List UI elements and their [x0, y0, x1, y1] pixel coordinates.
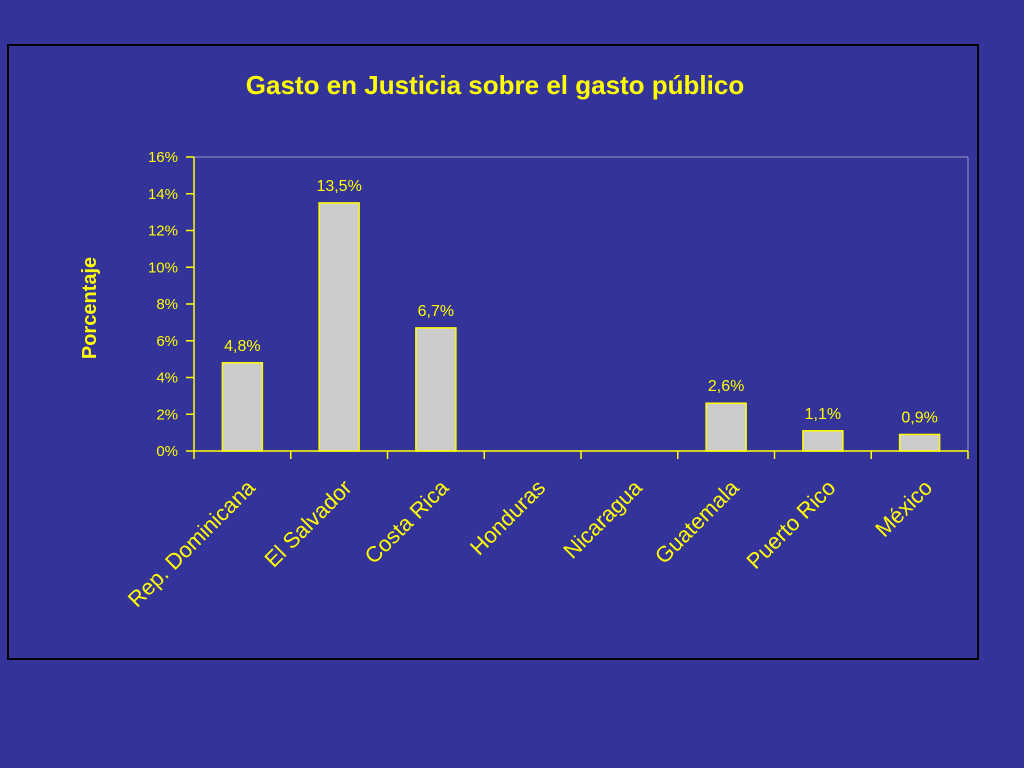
category-label: Costa Rica: [360, 474, 454, 568]
bars: [221, 202, 941, 452]
bar: [318, 202, 360, 452]
y-tick-label: 4%: [156, 370, 178, 387]
y-tick-label: 16%: [148, 149, 178, 166]
category-label: El Salvador: [259, 475, 356, 572]
data-label: 4,8%: [224, 338, 260, 355]
data-label: 13,5%: [316, 178, 361, 195]
bar: [705, 402, 747, 452]
y-tick-label: 6%: [156, 333, 178, 350]
x-axis: [193, 450, 969, 459]
bar: [415, 327, 457, 452]
category-label: México: [870, 475, 937, 542]
y-tick-label: 14%: [148, 186, 178, 203]
bar: [802, 430, 844, 452]
category-label: Nicaragua: [558, 474, 647, 563]
category-label: Guatemala: [650, 474, 744, 568]
y-axis: 0% 2% 4% 6% 8% 10% 12% 14% 16%: [148, 149, 969, 460]
y-axis-title: Porcentaje: [79, 257, 101, 359]
data-label: 2,6%: [708, 378, 744, 395]
chart-title: Gasto en Justicia sobre el gasto público: [245, 70, 745, 100]
data-label: 1,1%: [805, 406, 841, 423]
category-label: Rep. Dominicana: [123, 474, 261, 612]
y-tick-label: 2%: [156, 406, 178, 423]
y-tick-label: 10%: [148, 259, 178, 276]
category-label: Honduras: [465, 475, 550, 560]
y-tick-label: 8%: [156, 296, 178, 313]
y-tick-label: 0%: [156, 443, 178, 460]
category-labels: Rep. Dominicana El Salvador Costa Rica Hond…: [123, 474, 937, 612]
data-label: 6,7%: [418, 303, 454, 320]
chart-frame: [7, 44, 979, 660]
bar: [221, 362, 264, 452]
data-labels: 4,8% 13,5% 6,7% 2,6% 1,1% 0,9%: [224, 178, 938, 427]
category-label: Puerto Rico: [741, 475, 840, 574]
y-tick-label: 12%: [148, 223, 178, 240]
bar: [898, 433, 941, 452]
data-label: 0,9%: [901, 409, 937, 426]
